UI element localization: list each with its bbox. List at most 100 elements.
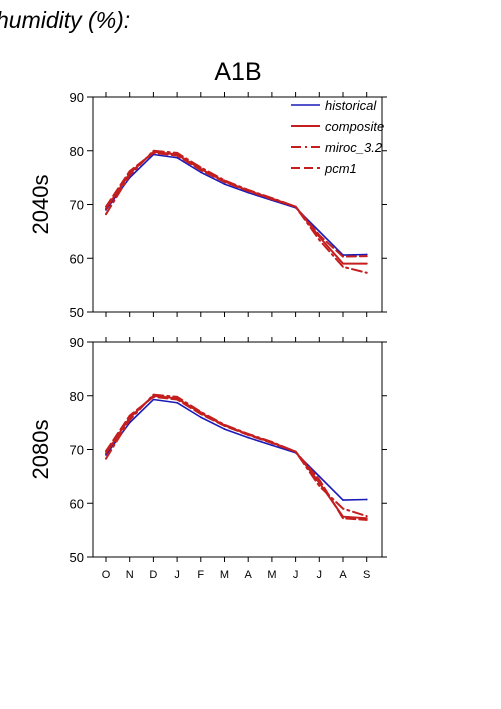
y-tick-label: 70 <box>70 198 84 213</box>
data-point-pcm1 <box>365 519 368 521</box>
x-tick-label: M <box>220 569 229 581</box>
data-point-composite <box>105 207 107 210</box>
x-tick-label: N <box>126 569 134 581</box>
legend-label-historical: historical <box>325 98 377 113</box>
data-point-pcm1 <box>247 434 250 436</box>
x-tick-label: A <box>245 569 253 581</box>
data-point-historical <box>176 401 179 404</box>
data-point-miroc_3.2 <box>152 149 155 152</box>
data-point-pcm1 <box>199 413 202 415</box>
data-point-miroc_3.2 <box>128 174 131 177</box>
data-point-miroc_3.2 <box>176 152 179 154</box>
data-point-miroc_3.2 <box>176 395 179 398</box>
data-point-pcm1 <box>342 255 344 258</box>
data-point-miroc_3.2 <box>105 457 107 460</box>
data-point-miroc_3.2 <box>318 239 321 241</box>
panel-2080s: 50 60 70 80 90 O N D J F M A M J J A S 2080s <box>28 335 387 581</box>
data-point-pcm1 <box>271 198 273 201</box>
data-point-historical <box>318 230 321 233</box>
data-point-miroc_3.2 <box>365 271 368 274</box>
data-point-miroc_3.2 <box>365 515 368 518</box>
y-tick-label: 50 <box>70 305 84 320</box>
y-tick-label: 50 <box>70 550 84 565</box>
panel-2040s: 50 60 70 80 90 2040s historical composite miroc_… <box>28 90 387 320</box>
data-point-composite <box>342 262 344 265</box>
data-point-miroc_3.2 <box>342 265 344 268</box>
panel-row-label: 2080s <box>28 420 53 480</box>
y-tick-label: 90 <box>70 335 84 350</box>
data-point-miroc_3.2 <box>199 410 202 413</box>
x-tick-label: J <box>293 569 299 581</box>
x-tick-label: D <box>149 569 157 581</box>
data-point-pcm1 <box>294 450 297 453</box>
data-point-historical <box>199 171 202 174</box>
data-point-miroc_3.2 <box>199 166 202 169</box>
scenario-title: A1B <box>214 58 261 86</box>
data-point-historical <box>199 416 202 419</box>
legend-label-miroc_3.2: miroc_3.2 <box>325 140 383 155</box>
y-tick-label: 60 <box>70 496 84 511</box>
x-tick-label: M <box>267 569 276 581</box>
data-point-miroc_3.2 <box>152 393 155 396</box>
data-point-pcm1 <box>105 205 107 208</box>
series-line-pcm1 <box>105 395 368 521</box>
legend-label-composite: composite <box>325 119 384 134</box>
x-tick-label: F <box>197 569 204 581</box>
x-tick-label: S <box>363 569 370 581</box>
data-point-historical <box>223 183 226 185</box>
data-point-historical <box>247 436 250 439</box>
y-tick-label: 90 <box>70 90 84 105</box>
chart-panels: 50 60 70 80 90 2040s historical composite miroc_… <box>28 90 387 581</box>
data-point-miroc_3.2 <box>318 485 321 487</box>
data-point-pcm1 <box>294 205 297 208</box>
data-point-historical <box>176 156 179 159</box>
data-point-historical <box>152 398 155 401</box>
series-line-historical <box>105 153 368 256</box>
data-point-composite <box>365 262 368 265</box>
data-point-pcm1 <box>271 442 273 444</box>
data-point-pcm1 <box>105 450 107 453</box>
data-point-historical <box>223 428 226 430</box>
y-tick-label: 80 <box>70 389 84 404</box>
data-point-composite <box>365 517 368 520</box>
x-tick-label: J <box>174 569 180 581</box>
y-tick-label: 60 <box>70 251 84 266</box>
data-point-pcm1 <box>199 169 202 172</box>
data-point-pcm1 <box>128 170 131 173</box>
legend-label-pcm1: pcm1 <box>324 161 357 176</box>
data-point-pcm1 <box>152 152 155 154</box>
data-point-miroc_3.2 <box>128 419 131 421</box>
data-point-historical <box>365 253 368 256</box>
x-tick-label: O <box>102 569 111 581</box>
data-point-pcm1 <box>342 517 344 520</box>
data-point-historical <box>105 453 107 456</box>
data-point-pcm1 <box>247 190 250 192</box>
y-tick-label: 80 <box>70 144 84 159</box>
data-point-pcm1 <box>128 414 131 417</box>
y-tick-label: 70 <box>70 443 84 458</box>
data-point-historical <box>271 444 273 447</box>
data-point-composite <box>105 452 107 455</box>
x-tick-label: J <box>317 569 323 581</box>
data-point-composite <box>318 481 321 484</box>
data-point-pcm1 <box>365 255 368 257</box>
data-point-pcm1 <box>152 395 155 398</box>
series-line-historical <box>105 398 368 501</box>
data-point-pcm1 <box>223 181 226 183</box>
data-point-miroc_3.2 <box>342 507 344 510</box>
legend: historical composite miroc_3.2 pcm1 <box>291 98 384 176</box>
figure-title: humidity (%): <box>0 7 130 33</box>
data-point-pcm1 <box>318 478 321 481</box>
panel-row-label: 2040s <box>28 175 53 235</box>
data-point-pcm1 <box>176 398 179 401</box>
data-point-pcm1 <box>223 424 226 427</box>
x-tick-label: A <box>339 569 347 581</box>
data-point-historical <box>342 499 344 501</box>
data-point-pcm1 <box>318 234 321 237</box>
data-point-pcm1 <box>176 154 179 157</box>
series-line-pcm1 <box>105 151 368 258</box>
data-point-miroc_3.2 <box>105 213 107 216</box>
data-point-historical <box>365 498 368 501</box>
